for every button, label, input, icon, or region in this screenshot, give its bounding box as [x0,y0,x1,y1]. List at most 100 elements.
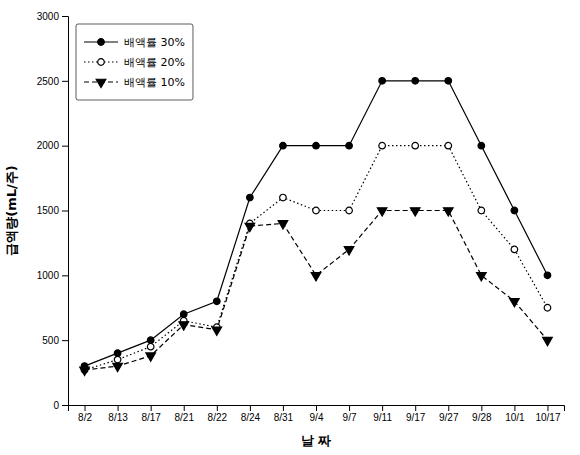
tick-label: 1000 [37,270,60,281]
legend-label: 배액률 30% [124,36,185,49]
tick-mark [62,275,68,276]
point [180,311,187,318]
point [544,272,551,279]
tick-mark [448,405,449,411]
tick-mark [62,211,68,212]
x-axis-title: 날 짜 [301,433,332,448]
tick-mark [514,405,515,411]
point [445,142,452,149]
tick-label: 10/17 [535,412,560,423]
y-tick: 500 [42,335,68,346]
tick-mark [316,405,317,411]
point [280,194,287,201]
point [113,363,123,371]
legend-box [76,24,193,100]
x-axis: 8/28/138/178/218/228/248/319/49/79/119/1… [69,405,565,423]
tick-mark [85,405,86,411]
tick-label: 9/27 [439,412,459,423]
point [511,207,518,214]
legend-label: 배액률 20% [124,56,185,69]
point [313,142,320,149]
y-tick: 2000 [37,140,68,151]
tick-label: 10/1 [505,412,525,423]
chart: 0 500 1000 1500 2000 2500 3000 8/2 8/13 8/17 8/21 8… [0,0,580,455]
x-tick: 8/22 [208,405,228,423]
tick-label: 9/17 [406,412,426,423]
x-tick: 10/17 [535,405,560,423]
legend-item: 배액률 20% [84,56,185,69]
point [114,356,121,363]
x-tick: 9/4 [310,405,324,423]
y-axis: 0 500 1000 1500 2000 2500 3000 [37,11,69,411]
point [247,194,254,201]
point [179,322,189,330]
tick-label: 1500 [37,205,60,216]
tick-label: 0 [53,400,59,411]
tick-mark [118,405,119,411]
marks [80,78,553,376]
legend-label: 배액률 10% [124,76,185,89]
tick-label: 2000 [37,140,60,151]
point [344,247,354,255]
tick-mark [62,405,68,406]
x-tick: 9/11 [373,405,392,423]
x-tick: 9/28 [472,405,492,423]
tick-label: 3000 [37,11,60,22]
point [511,246,518,253]
point [377,208,387,216]
point [346,142,353,149]
series [81,142,551,373]
point [278,221,288,229]
line [85,211,548,370]
tick-label: 8/17 [141,412,161,423]
series [81,78,551,370]
line [85,81,548,366]
tick-label: 8/24 [241,412,261,423]
tick-mark [481,405,482,411]
point [412,78,419,85]
tick-label: 8/21 [174,412,194,423]
point [346,207,353,214]
point [478,207,485,214]
series [80,208,553,376]
point [543,337,553,345]
x-tick: 9/7 [343,405,357,423]
point [412,142,419,149]
tick-mark [151,405,152,411]
x-tick: 8/24 [241,405,261,423]
tick-label: 8/2 [78,412,92,423]
x-tick: 9/27 [439,405,459,423]
axis-line [62,17,69,406]
point [80,367,90,375]
x-tick: 8/2 [78,405,92,423]
tick-label: 8/22 [208,412,228,423]
tick-label: 9/28 [472,412,492,423]
tick-mark [415,405,416,411]
point [313,207,320,214]
tick-mark [62,16,68,17]
point [245,223,255,231]
x-tick: 8/13 [108,405,128,423]
y-tick: 1500 [37,205,68,216]
point [147,343,154,350]
point [147,337,154,344]
x-tick: 8/21 [174,405,194,423]
x-tick: 8/17 [141,405,161,423]
tick-mark [283,405,284,411]
legend-marker [98,59,105,66]
point [379,78,386,85]
tick-label: 2500 [37,76,60,87]
point [544,304,551,311]
tick-mark [547,405,548,411]
legend-marker [96,79,106,87]
y-axis-title: 급액량(mL/주) [4,165,19,255]
legend-item: 배액률 30% [84,36,185,49]
point [114,350,121,357]
y-tick: 1000 [37,270,68,281]
plot: 0 500 1000 1500 2000 2500 3000 8/2 8/13 8/17 8/21 8… [37,11,565,423]
tick-label: 9/4 [310,412,324,423]
tick-mark [62,146,68,147]
point [379,142,386,149]
legend: 배액률 30% 배액률 20% 배액률 10% [76,24,193,100]
tick-mark [349,405,350,411]
